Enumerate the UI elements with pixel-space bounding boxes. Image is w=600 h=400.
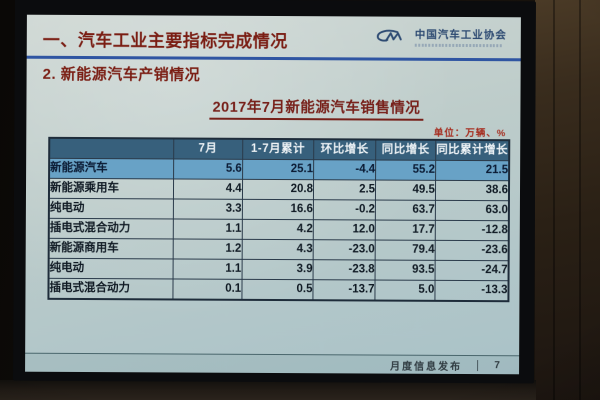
row-label: 新能源商用车 <box>48 238 173 259</box>
table-row: 纯电动 1.1 3.9 -23.8 93.5 -24.7 <box>48 258 509 281</box>
table-row: 插电式混合动力 1.1 4.2 12.0 17.7 -12.8 <box>48 218 509 241</box>
wall-panel-seam <box>553 0 555 400</box>
cell-value: 1.1 <box>172 258 242 280</box>
header-divider <box>26 55 521 61</box>
caam-logo-icon <box>376 29 402 42</box>
caam-logo-tagline-blur <box>414 43 503 48</box>
cell-value: -0.2 <box>313 199 376 221</box>
cell-value: 1.1 <box>172 218 243 240</box>
row-label: 插电式混合动力 <box>48 218 174 239</box>
column-header: 同比累计增长 <box>435 139 510 161</box>
row-label: 纯电动 <box>48 258 173 279</box>
slide: 一、汽车工业主要指标完成情况 中国汽车工业协会 2. 新能源汽车产销情况 201… <box>25 14 521 375</box>
caam-logo: 中国汽车工业协会 <box>374 27 507 48</box>
cell-value: -12.8 <box>435 220 509 241</box>
cell-value: 4.3 <box>241 239 314 260</box>
slide-footer: 月度信息发布 7 <box>25 352 520 375</box>
footer-separator <box>477 360 479 372</box>
table-title-wrap: 2017年7月新能源汽车销售情况 <box>26 95 520 122</box>
cell-value: 0.1 <box>172 278 242 300</box>
column-header: 1-7月累计 <box>242 138 314 160</box>
cell-value: -23.0 <box>313 239 376 261</box>
footer-label: 月度信息发布 <box>390 361 463 373</box>
cell-value: -13.3 <box>434 280 509 302</box>
caam-logo-name: 中国汽车工业协会 <box>414 28 507 42</box>
cell-value: 49.5 <box>375 180 436 201</box>
cell-value: 5.0 <box>375 280 435 301</box>
cell-value: 0.5 <box>241 279 314 301</box>
slide-subtitle: 2. 新能源汽车产销情况 <box>42 65 201 84</box>
table-title: 2017年7月新能源汽车销售情况 <box>209 95 424 121</box>
cell-value: 63.7 <box>375 200 436 221</box>
caam-logo-text: 中国汽车工业协会 <box>414 27 507 48</box>
sales-table: 7月 1-7月累计 环比增长 同比增长 同比累计增长 新能源汽车 5.6 25.1-… <box>47 136 511 303</box>
cell-value: 3.3 <box>173 198 243 220</box>
cell-value: 5.6 <box>173 158 243 180</box>
cell-value: -23.8 <box>313 259 376 281</box>
cell-value: 93.5 <box>375 260 436 281</box>
table-row: 新能源汽车 5.6 25.1 -4.4 55.2 21.5 <box>49 158 510 181</box>
row-label: 插电式混合动力 <box>48 278 173 300</box>
slide-header: 一、汽车工业主要指标完成情况 中国汽车工业协会 <box>27 15 521 54</box>
cell-value: 20.8 <box>242 179 314 200</box>
cell-value: 1.2 <box>172 238 242 260</box>
column-header: 7月 <box>173 138 243 160</box>
section-title: 一、汽车工业主要指标完成情况 <box>42 30 288 52</box>
cell-value: 21.5 <box>435 160 510 181</box>
floor-strip <box>0 380 536 400</box>
table-row: 插电式混合动力 0.1 0.5 -13.7 5.0 -13.3 <box>48 278 509 302</box>
wall-panel-seam <box>579 0 581 400</box>
cell-value: 17.7 <box>375 220 436 241</box>
cell-value: 79.4 <box>375 240 436 261</box>
cell-value: -23.6 <box>435 240 509 261</box>
cell-value: 12.0 <box>313 219 376 241</box>
column-header: 同比增长 <box>375 139 436 161</box>
table-row: 新能源乘用车 4.4 20.8 2.5 49.5 38.6 <box>48 178 510 201</box>
cell-value: 16.6 <box>242 199 314 220</box>
cell-value: 38.6 <box>435 180 510 201</box>
projector-screen: 一、汽车工业主要指标完成情况 中国汽车工业协会 2. 新能源汽车产销情况 201… <box>13 0 536 384</box>
cell-value: -24.7 <box>434 260 509 281</box>
sales-table-body: 新能源汽车 5.6 25.1 -4.4 55.2 21.5 新能源乘用车 4.4 20.8 2.5… <box>48 158 510 302</box>
cell-value: 25.1 <box>242 159 314 180</box>
wall-right <box>535 0 600 400</box>
cell-value: 3.9 <box>241 259 314 280</box>
cell-value: 4.4 <box>173 178 243 200</box>
cell-value: 63.0 <box>435 200 509 221</box>
column-header: 环比增长 <box>313 139 376 161</box>
cell-value: -4.4 <box>313 159 376 181</box>
cell-value: 2.5 <box>313 179 376 201</box>
row-label: 新能源汽车 <box>49 158 174 179</box>
page-number: 7 <box>494 360 500 372</box>
row-label: 纯电动 <box>48 198 174 219</box>
cell-value: 55.2 <box>375 160 436 181</box>
table-row: 纯电动 3.3 16.6 -0.2 63.7 63.0 <box>48 198 509 221</box>
row-label: 新能源乘用车 <box>48 178 174 199</box>
cell-value: -13.7 <box>312 279 376 301</box>
table-header-row: 7月 1-7月累计 环比增长 同比增长 同比累计增长 <box>49 137 510 161</box>
column-header <box>49 137 174 159</box>
unit-note: 单位：万辆、% <box>433 127 507 140</box>
cell-value: 4.2 <box>241 219 314 240</box>
table-row: 新能源商用车 1.2 4.3 -23.0 79.4 -23.6 <box>48 238 509 261</box>
